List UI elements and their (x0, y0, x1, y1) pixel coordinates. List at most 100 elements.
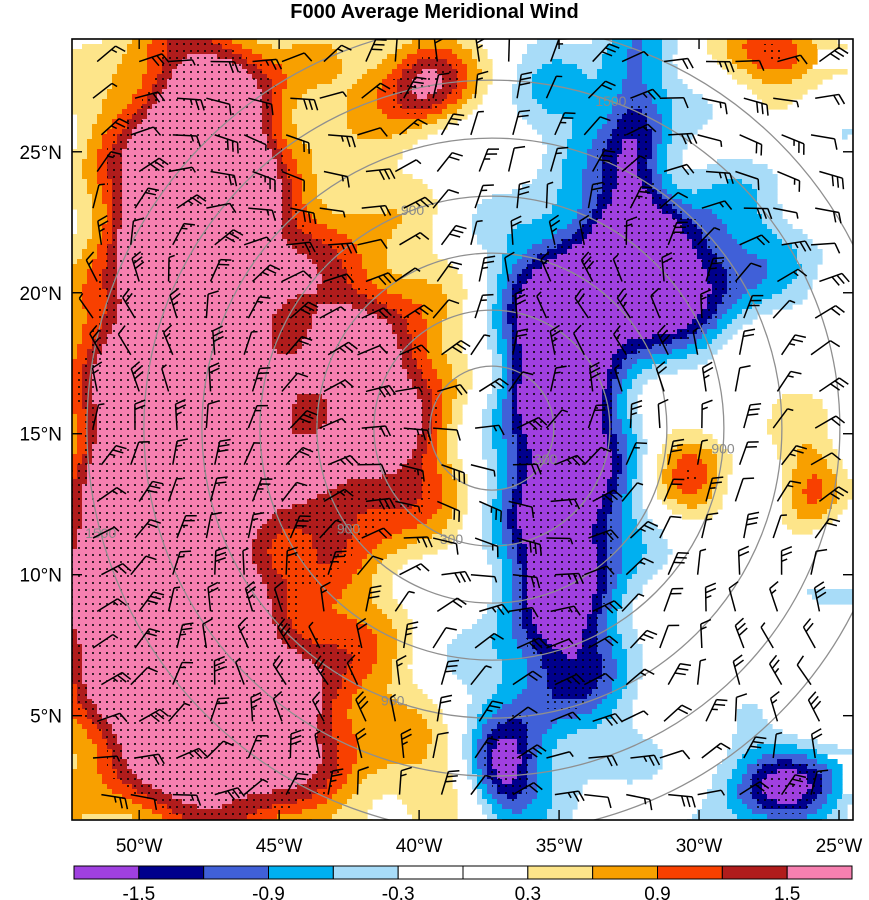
wind-barb (516, 71, 533, 99)
wind-barb (772, 408, 794, 429)
wind-barb (554, 112, 576, 136)
wind-barb (474, 184, 494, 209)
wind-barb (657, 324, 671, 356)
wind-barb (780, 774, 807, 796)
wind-barb (548, 214, 561, 245)
range-ring-label: 1500 (85, 525, 116, 541)
wind-barb (697, 226, 721, 246)
wind-barb (592, 600, 623, 614)
wind-barb (314, 730, 321, 759)
wind-barb (574, 288, 590, 319)
wind-barb (667, 663, 692, 686)
wind-barb (281, 270, 313, 283)
wind-barb (545, 181, 554, 209)
range-ring (316, 252, 668, 604)
wind-barb (399, 464, 425, 482)
wind-barb (580, 251, 595, 282)
wind-barb (210, 60, 240, 73)
wind-barb (130, 126, 162, 136)
wind-barb (810, 452, 841, 466)
wind-barb (131, 251, 145, 282)
wind-barb (440, 113, 465, 136)
wind-barb (432, 299, 460, 319)
wind-barb (243, 442, 261, 466)
colorbar-swatch (527, 865, 594, 880)
wind-barb (361, 82, 391, 99)
wind-barb (587, 80, 616, 99)
wind-barb (613, 364, 623, 392)
wind-barb (512, 109, 531, 136)
wind-barb (470, 334, 491, 356)
wind-barb (819, 170, 845, 190)
colorbar-label: 1.5 (774, 884, 800, 900)
wind-barb (432, 188, 460, 209)
wind-barb (130, 441, 150, 465)
wind-barb (432, 537, 459, 555)
wind-barb (281, 481, 308, 502)
wind-barb (327, 341, 358, 356)
wind-barb (176, 514, 197, 539)
wind-barb (243, 236, 272, 246)
wind-barb (737, 545, 750, 575)
wind-barb (743, 736, 767, 759)
wind-barb (474, 632, 504, 649)
wind-barb (769, 690, 780, 722)
wind-barb (403, 536, 433, 548)
x-tick-label: 45°W (256, 836, 303, 857)
wind-barb (169, 287, 181, 319)
wind-barb (739, 234, 770, 246)
colorbar-swatch (592, 865, 659, 880)
wind-barb (773, 207, 799, 219)
wind-barb (281, 52, 313, 63)
wind-barb (629, 186, 653, 209)
wind-barb (327, 454, 359, 467)
wind-barb (667, 221, 688, 246)
wind-barb (436, 261, 463, 282)
wind-barb (587, 404, 608, 429)
wind-barb (100, 118, 130, 136)
wind-barb (289, 301, 319, 319)
colorbar: -1.5 -0.9 -0.3 0.3 0.9 1.5 (73, 865, 853, 900)
wind-barb (289, 409, 318, 429)
wind-barb (440, 224, 467, 246)
wind-barb (613, 325, 627, 356)
wind-barb (361, 425, 392, 437)
wind-barb (735, 170, 760, 191)
range-ring-label: 300 (440, 531, 464, 547)
wind-barb (251, 478, 273, 502)
wind-barb (810, 769, 829, 795)
wind-barb (743, 207, 773, 220)
wind-barb (705, 698, 728, 722)
wind-barb (403, 76, 427, 99)
wind-barb (508, 371, 534, 392)
wind-barb (319, 417, 347, 429)
wind-barb (357, 127, 388, 137)
wind-barb (96, 486, 127, 503)
wind-barb (772, 514, 787, 539)
colorbar-label: 0.3 (515, 884, 541, 900)
wind-barb (657, 398, 669, 429)
wind-barb (327, 550, 347, 575)
wind-barb (441, 464, 466, 484)
wind-barb (550, 498, 581, 510)
wind-barb (101, 563, 132, 576)
wind-barb (780, 545, 793, 575)
wind-barb (403, 427, 432, 442)
significance-stipple (72, 39, 827, 820)
wind-barb (281, 372, 309, 392)
wind-barb (122, 288, 136, 319)
wind-barb (319, 519, 342, 539)
wind-barb (659, 749, 691, 760)
range-ring-label: 900 (711, 440, 735, 456)
wind-barb (819, 272, 850, 286)
wind-barb (248, 207, 277, 222)
wind-barb (697, 789, 726, 796)
wind-barb (277, 618, 291, 649)
wind-barb (592, 489, 623, 503)
wind-barb (172, 550, 192, 575)
wind-barb (134, 518, 162, 539)
wind-barb (810, 340, 841, 356)
wind-barb (167, 586, 181, 612)
wind-barb (395, 500, 421, 513)
wind-barb (134, 187, 160, 209)
